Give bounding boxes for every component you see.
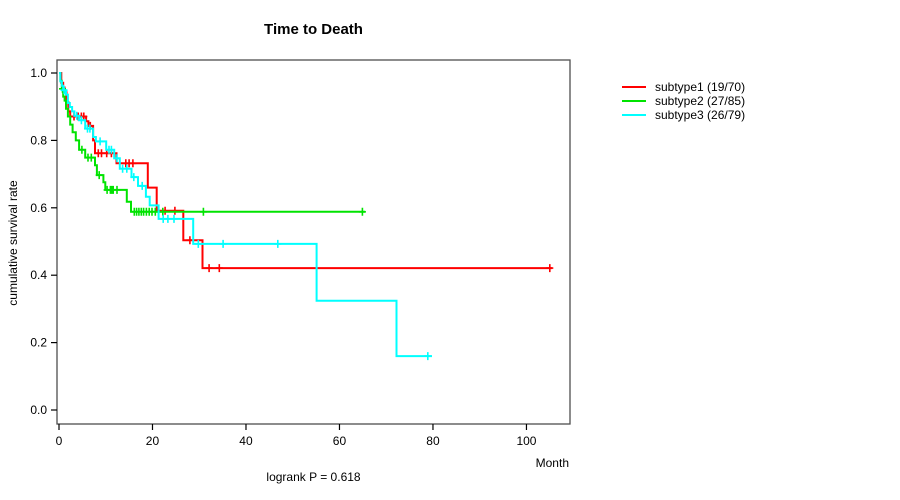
censor-marks-subtype1 <box>70 112 554 273</box>
legend-label: subtype3 (26/79) <box>655 108 746 122</box>
x-axis-title: Month <box>535 456 569 470</box>
legend-line-swatch <box>622 86 646 88</box>
x-tick-label: 20 <box>146 434 160 448</box>
legend-item-subtype3: subtype3 (26/79) <box>622 108 745 122</box>
survival-curve-subtype2 <box>59 72 366 213</box>
survival-curve-subtype1 <box>59 72 553 270</box>
censor-marks-subtype2 <box>59 84 366 216</box>
x-tick-label: 40 <box>239 434 253 448</box>
legend-line-swatch <box>622 100 646 102</box>
y-tick-label: 0.6 <box>30 201 47 215</box>
y-tick-label: 0.8 <box>30 133 47 147</box>
x-tick-label: 80 <box>426 434 440 448</box>
y-tick-label: 0.0 <box>30 403 47 417</box>
y-tick-label: 0.4 <box>30 268 47 282</box>
legend-item-subtype1: subtype1 (19/70) <box>622 80 745 94</box>
y-axis-title: cumulative survival rate <box>6 180 20 306</box>
x-tick-label: 100 <box>516 434 536 448</box>
censor-marks-subtype3 <box>60 86 432 361</box>
logrank-annotation: logrank P = 0.618 <box>266 470 361 484</box>
legend-line-swatch <box>622 114 646 116</box>
chart-title: Time to Death <box>264 21 363 38</box>
legend: subtype1 (19/70) subtype2 (27/85) subtype3… <box>622 80 745 122</box>
y-tick-label: 1.0 <box>30 66 47 80</box>
x-tick-label: 60 <box>333 434 347 448</box>
legend-label: subtype2 (27/85) <box>655 94 746 108</box>
legend-item-subtype2: subtype2 (27/85) <box>622 94 745 108</box>
plot-border <box>56 59 571 425</box>
x-tick-label: 0 <box>56 434 63 448</box>
y-tick-label: 0.2 <box>30 336 47 350</box>
survival-curve-subtype3 <box>59 72 432 358</box>
legend-label: subtype1 (19/70) <box>655 80 746 94</box>
